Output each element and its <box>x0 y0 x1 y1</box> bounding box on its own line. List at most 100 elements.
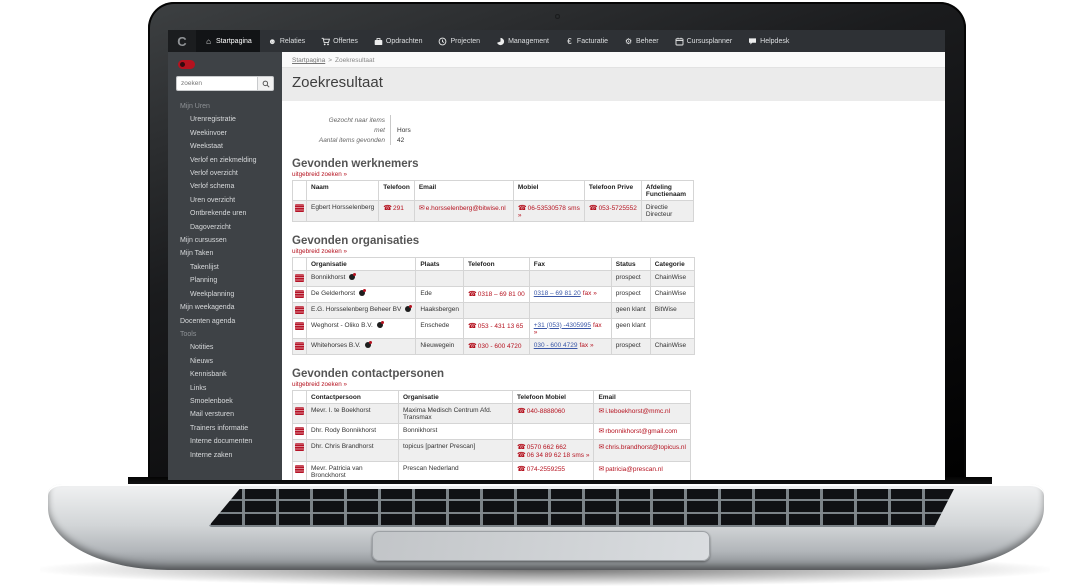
cell-organisatie: Bonnikhorst <box>311 273 346 281</box>
clock-icon <box>438 37 447 46</box>
sidebar-toggle-icon[interactable] <box>178 60 195 69</box>
sidebar-item-planning[interactable]: Planning <box>190 277 218 285</box>
header-contactpersoon: Contactpersoon <box>306 390 399 404</box>
cell-contactpersoon: Dhr. Rody Bonnikhorst <box>306 423 399 440</box>
sidebar-search <box>176 76 274 91</box>
fax-link[interactable]: +31 (053) -4305995 <box>533 321 592 329</box>
sidebar-item-dagoverzicht[interactable]: Dagoverzicht <box>190 223 231 231</box>
sidebar-item-verlof-en-ziekmelding[interactable]: Verlof en ziekmelding <box>190 156 257 164</box>
phone-link[interactable]: ☎0318 – 69 81 00 <box>468 290 525 298</box>
nav-tab-facturatie[interactable]: € Facturatie <box>557 30 616 52</box>
record-detail-icon[interactable] <box>295 305 304 314</box>
email-link[interactable]: ✉chris.brandhorst@topicus.nl <box>598 443 686 451</box>
phone-link[interactable]: ☎040-8888060 <box>517 407 566 415</box>
record-detail-icon[interactable] <box>295 464 304 473</box>
nav-tab-projecten[interactable]: Projecten <box>430 30 488 52</box>
sidebar-item-uren-overzicht[interactable]: Uren overzicht <box>190 196 236 204</box>
nav-tab-management[interactable]: Management <box>488 30 557 52</box>
sidebar-item-tools[interactable]: Tools <box>180 330 197 338</box>
chainwise-logo[interactable]: C <box>168 30 196 52</box>
sidebar-item-smoelenboek[interactable]: Smoelenboek <box>190 397 233 405</box>
sidebar-item-mijn-cursussen[interactable]: Mijn cursussen <box>180 237 227 245</box>
sidebar-item-weekinvoer[interactable]: Weekinvoer <box>190 129 227 137</box>
sms-link[interactable]: sms » <box>572 451 590 459</box>
organisaties-table: Organisatie Plaats Telefoon Fax Status C… <box>292 257 695 355</box>
cell-contactpersoon: Mevr. Patricia van Bronckhorst <box>306 461 399 480</box>
cell-status: prospect <box>610 270 651 287</box>
sidebar-item-mijn-weekagenda[interactable]: Mijn weekagenda <box>180 304 235 312</box>
sidebar-item-links[interactable]: Links <box>190 384 207 392</box>
cell-plaats <box>415 270 464 287</box>
nav-tab-beheer[interactable]: ⚙ Beheer <box>616 30 667 52</box>
sidebar-menu: Mijn Uren Urenregistratie Weekinvoer Wee… <box>168 100 282 462</box>
header-icon-col <box>292 180 307 201</box>
nav-tab-cursusplanner[interactable]: Cursusplanner <box>667 30 741 52</box>
sidebar-item-takenlijst[interactable]: Takenlijst <box>190 263 219 271</box>
fax-link[interactable]: 0318 – 69 81 20 <box>533 289 581 297</box>
nav-tab-relaties[interactable]: ☻ Relaties <box>260 30 313 52</box>
sidebar-item-mail-versturen[interactable]: Mail versturen <box>190 411 234 419</box>
email-link[interactable]: ✉patricia@prescan.nl <box>598 465 663 473</box>
sidebar-item-docenten-agenda[interactable]: Docenten agenda <box>180 317 236 325</box>
sidebar-search-button[interactable] <box>257 76 274 91</box>
uitgebreid-zoeken-link[interactable]: uitgebreid zoeken » <box>292 248 347 255</box>
fax-suffix-link[interactable]: fax » <box>582 289 597 297</box>
chat-icon <box>748 37 757 46</box>
record-detail-icon[interactable] <box>295 321 304 330</box>
table-row: Dhr. Rody Bonnikhorst Bonnikhorst ✉rbonn… <box>292 423 691 440</box>
phone-link[interactable]: ☎06 34 89 62 18 sms » <box>517 451 590 459</box>
sidebar-item-verlof-overzicht[interactable]: Verlof overzicht <box>190 170 238 178</box>
record-detail-icon[interactable] <box>295 341 304 350</box>
cell-organisatie: Maxima Medisch Centrum Afd. Transmax <box>398 403 513 424</box>
sidebar-search-input[interactable] <box>176 76 257 91</box>
sidebar-item-weekstaat[interactable]: Weekstaat <box>190 143 223 151</box>
sidebar-item-mijn-taken[interactable]: Mijn Taken <box>180 250 214 258</box>
record-detail-icon[interactable] <box>295 406 304 415</box>
nav-tab-helpdesk[interactable]: Helpdesk <box>740 30 797 52</box>
breadcrumb-home-link[interactable]: Startpagina <box>292 57 326 64</box>
phone-link[interactable]: ☎0570 662 662 <box>517 443 567 451</box>
nav-tab-startpagina[interactable]: ⌂ Startpagina <box>196 30 260 52</box>
uitgebreid-zoeken-link[interactable]: uitgebreid zoeken » <box>292 171 347 178</box>
phone-link[interactable]: ☎030 - 600 4720 <box>468 342 522 350</box>
sidebar-item-interne-zaken[interactable]: Interne zaken <box>190 451 233 459</box>
section-werknemers: Gevonden werknemers uitgebreid zoeken » … <box>292 158 935 222</box>
sms-link[interactable]: sms » <box>517 204 580 219</box>
sidebar-item-urenregistratie[interactable]: Urenregistratie <box>190 116 236 124</box>
sidebar-item-ontbrekende-uren[interactable]: Ontbrekende uren <box>190 210 247 218</box>
sidebar-item-kennisbank[interactable]: Kennisbank <box>190 371 227 379</box>
record-detail-icon[interactable] <box>295 442 304 451</box>
email-link[interactable]: ✉e.horsselenberg@bitwise.nl <box>418 204 506 212</box>
uitgebreid-zoeken-link[interactable]: uitgebreid zoeken » <box>292 381 347 388</box>
phone-link[interactable]: ☎06-53530578 <box>517 204 566 212</box>
sidebar-item-interne-documenten[interactable]: Interne documenten <box>190 438 253 446</box>
nav-tab-offertes[interactable]: Offertes <box>313 30 366 52</box>
sidebar-item-notities[interactable]: Notities <box>190 344 214 352</box>
phone-link[interactable]: ☎074-2559255 <box>517 465 566 473</box>
email-link[interactable]: ✉rbonnikhorst@gmail.com <box>598 427 678 435</box>
phone-link[interactable]: ☎053 - 431 13 65 <box>468 322 524 330</box>
phone-link[interactable]: ☎291 <box>383 204 404 212</box>
email-icon: ✉ <box>598 407 605 415</box>
fax-suffix-link[interactable]: fax » <box>579 341 594 349</box>
fax-suffix-link[interactable]: fax » <box>533 321 602 336</box>
record-detail-icon[interactable] <box>295 426 304 435</box>
main-content: Startpagina > Zoekresultaat Zoekresultaat … <box>282 52 945 480</box>
cell-status: geen klant <box>610 318 651 339</box>
sidebar-item-trainers-informatie[interactable]: Trainers informatie <box>190 424 249 432</box>
sidebar-item-weekplanning[interactable]: Weekplanning <box>190 290 235 298</box>
briefcase-icon <box>374 37 383 46</box>
nav-tab-label: Relaties <box>279 37 306 45</box>
phone-link[interactable]: ☎053-5725552 <box>588 204 637 212</box>
sidebar-item-verlof-schema[interactable]: Verlof schema <box>190 183 235 191</box>
email-link[interactable]: ✉i.teboekhorst@mmc.nl <box>598 407 671 415</box>
sidebar-item-nieuws[interactable]: Nieuws <box>190 357 213 365</box>
phone-icon: ☎ <box>517 465 526 473</box>
record-detail-icon[interactable] <box>295 289 304 298</box>
record-detail-icon[interactable] <box>295 203 304 212</box>
fax-link[interactable]: 030 - 600 4729 <box>533 341 578 349</box>
nav-tab-opdrachten[interactable]: Opdrachten <box>366 30 431 52</box>
contactpersonen-table: Contactpersoon Organisatie Telefoon Mobi… <box>292 390 691 480</box>
record-detail-icon[interactable] <box>295 273 304 282</box>
sidebar-item-mijn-uren[interactable]: Mijn Uren <box>180 103 210 110</box>
